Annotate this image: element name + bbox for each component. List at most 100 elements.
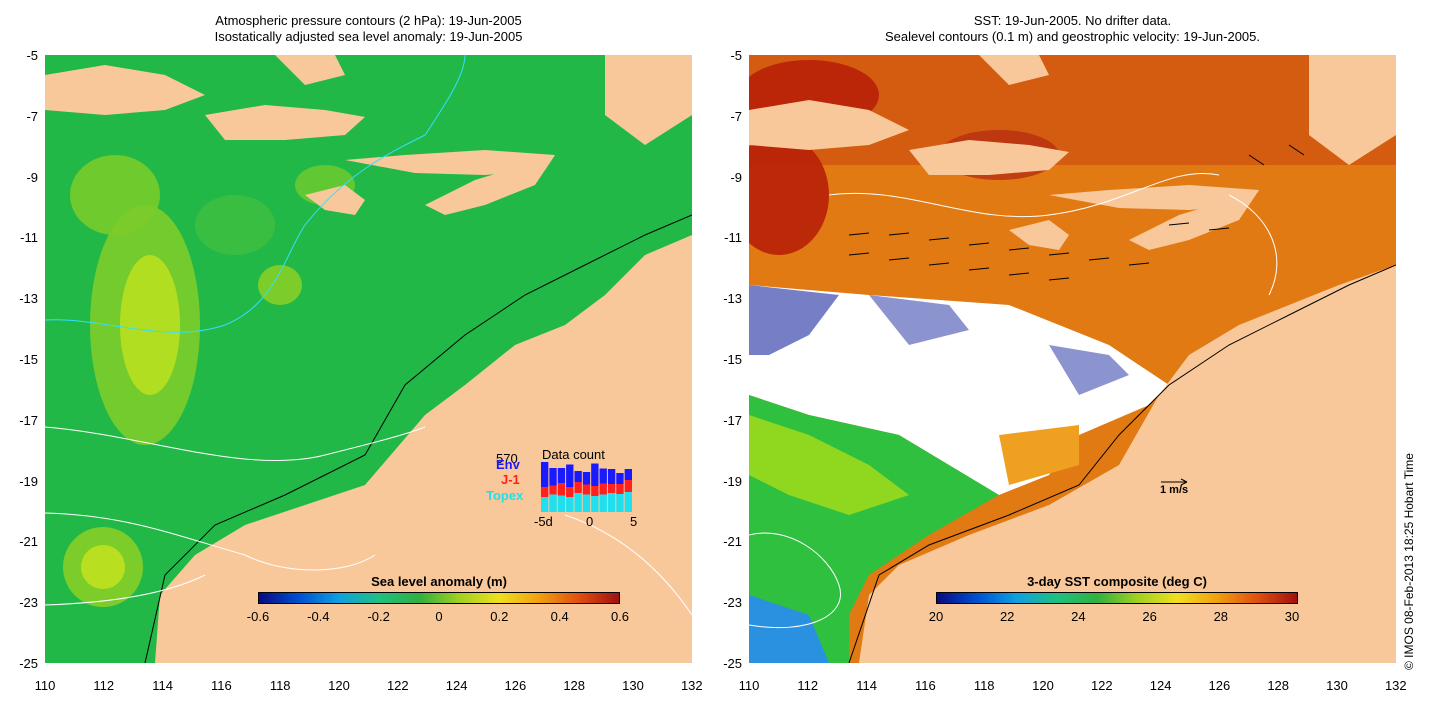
inset-bar-env: [574, 471, 582, 482]
inset-bar-j1: [624, 480, 632, 492]
inset-max-label: 570: [496, 451, 518, 466]
left-colorbar-title: Sea level anomaly (m): [371, 574, 507, 589]
left-lon-tick: 114: [152, 678, 173, 693]
right-colorbar-tick: 22: [999, 609, 1015, 624]
inset-bar-topex: [582, 494, 591, 512]
inset-bar-env: [582, 472, 591, 485]
inset-bar-j1: [582, 484, 591, 495]
right-lon-tick: 112: [797, 678, 819, 693]
inset-bar-j1: [549, 485, 557, 495]
inset-bar-topex: [557, 495, 566, 512]
right-colorbar: [936, 592, 1298, 604]
left-lat-tick: -7: [26, 108, 38, 124]
inset-bar-topex: [591, 496, 599, 512]
left-lon-tick: 126: [504, 678, 527, 693]
sea-level-anomaly-map: [45, 55, 692, 663]
inset-bar-env: [541, 462, 549, 487]
left-colorbar-tick: 0.4: [550, 609, 569, 624]
right-lon-tick: 120: [1032, 678, 1054, 693]
inset-bar-j1: [599, 483, 607, 495]
left-lat-tick: -5: [26, 48, 38, 63]
inset-title: Data count: [542, 447, 605, 462]
inset-bar-env: [566, 464, 574, 487]
left-colorbar-tick: -0.4: [307, 609, 330, 624]
inset-bar-j1: [591, 486, 599, 496]
left-lat-tick: -25: [19, 656, 38, 671]
sla-map-graphic: [45, 55, 692, 663]
left-colorbar-tick: -0.2: [367, 609, 390, 624]
inset-bar-topex: [549, 494, 557, 512]
inset-bar-j1: [557, 483, 566, 496]
inset-bar-j1: [574, 482, 582, 493]
left-lat-tick: -11: [20, 230, 38, 246]
inset-bar-topex: [541, 497, 549, 512]
inset-legend-env: Env: [496, 457, 520, 472]
right-lon-tick: 118: [973, 678, 995, 693]
left-title-line1: Atmospheric pressure contours (2 hPa): 1…: [215, 13, 522, 28]
left-lon-tick: 122: [386, 678, 409, 693]
right-colorbar-tick: 24: [1071, 609, 1086, 624]
left-lon-tick: 130: [622, 678, 644, 693]
left-title-line2: Isostatically adjusted sea level anomaly…: [214, 29, 523, 44]
right-lat-tick: -17: [723, 412, 742, 428]
inset-bar-topex: [574, 493, 582, 512]
data-count-inset-chart: [541, 462, 632, 512]
left-lon-tick: 128: [563, 678, 586, 693]
right-title-line2: Sealevel contours (0.1 m) and geostrophi…: [884, 29, 1261, 44]
right-colorbar-tick: 26: [1142, 609, 1157, 624]
inset-bar-env: [557, 468, 566, 483]
right-lat-tick: -21: [723, 534, 742, 550]
left-colorbar-tick: 0: [435, 609, 443, 624]
left-lat-tick: -15: [19, 352, 38, 367]
left-lon-tick: 110: [34, 678, 56, 693]
velocity-vectors: [848, 144, 1305, 281]
left-lat-tick: -13: [19, 291, 38, 307]
right-lat-tick: -25: [723, 656, 742, 671]
scale-arrow-label: 1 m/s: [1160, 484, 1189, 496]
credit-text: © IMOS 08-Feb-2013 18:25 Hobart Time: [1402, 453, 1416, 670]
left-colorbar-tick: 0.6: [610, 609, 630, 624]
inset-bar-topex: [599, 494, 607, 512]
right-lon-tick: 124: [1149, 678, 1172, 693]
left-lat-tick: -23: [19, 595, 38, 611]
right-lat-tick: -13: [723, 291, 742, 307]
right-colorbar-title: 3-day SST composite (deg C): [1027, 574, 1207, 589]
right-lon-tick: 110: [738, 678, 760, 693]
right-lon-tick: 130: [1326, 678, 1348, 693]
inset-bar-topex: [566, 497, 574, 512]
right-colorbar-tick: 28: [1213, 609, 1229, 624]
left-lon-tick: 118: [269, 678, 291, 693]
left-colorbar-tick: 0.2: [490, 609, 509, 624]
right-lat-tick: -11: [724, 230, 742, 246]
inset-bar-env: [549, 468, 557, 486]
left-lat-tick: -21: [19, 534, 38, 550]
inset-bar-env: [599, 468, 607, 484]
right-lat-tick: -9: [730, 169, 742, 185]
inset-bar-topex: [607, 493, 616, 512]
right-colorbar-tick: 20: [928, 609, 944, 624]
right-title-line1: SST: 19-Jun-2005. No drifter data.: [973, 13, 1172, 28]
right-lat-tick: -23: [723, 595, 742, 611]
inset-xtick-zero: 0: [586, 514, 594, 529]
left-lat-tick: -19: [19, 473, 38, 489]
inset-bar-env: [624, 469, 632, 480]
inset-bar-topex: [624, 492, 632, 512]
inset-bar-env: [607, 469, 616, 484]
sst-map-graphic: [749, 55, 1396, 663]
right-lon-tick: 122: [1090, 678, 1113, 693]
right-lat-tick: -5: [730, 48, 742, 63]
right-colorbar-tick: 30: [1284, 609, 1300, 624]
right-lon-tick: 128: [1267, 678, 1290, 693]
inset-bar-topex: [616, 494, 624, 512]
right-lon-tick: 132: [1384, 678, 1407, 693]
right-lat-tick: -15: [723, 352, 742, 367]
inset-legend-j1: J-1: [501, 472, 520, 487]
sst-map: [749, 55, 1396, 663]
left-lon-tick: 124: [445, 678, 468, 693]
right-lat-tick: -7: [730, 108, 742, 124]
right-lon-tick: 126: [1208, 678, 1231, 693]
inset-bar-env: [591, 463, 599, 486]
inset-xtick-start: -5d: [534, 514, 553, 529]
inset-bar-j1: [541, 487, 549, 497]
left-lat-tick: -9: [26, 169, 38, 185]
